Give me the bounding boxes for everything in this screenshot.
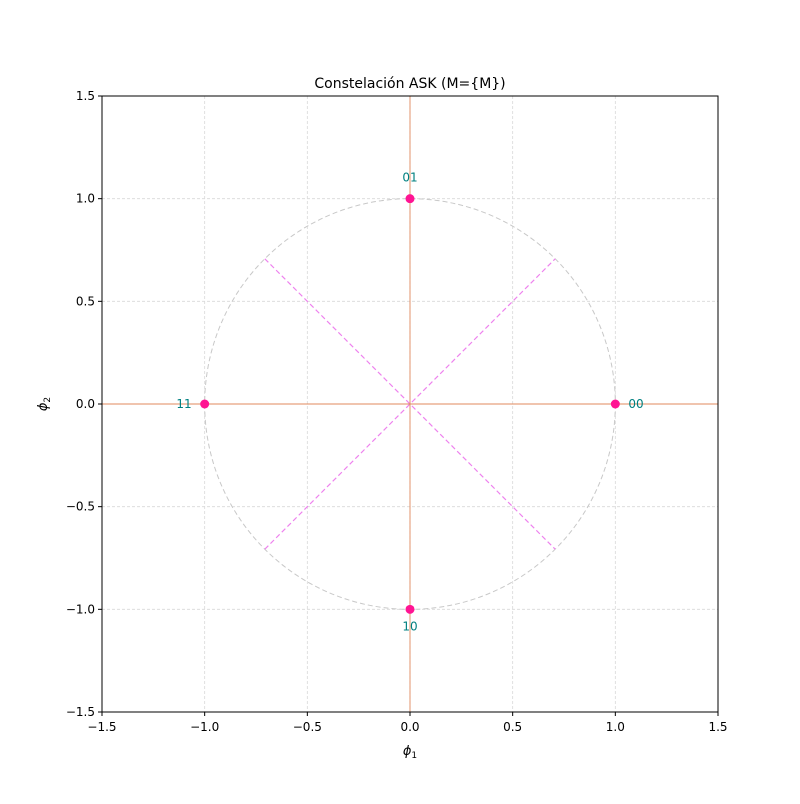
x-tick-label: −1.5 [87,720,116,734]
constellation-point [406,605,415,614]
constellation-point [406,194,415,203]
x-tick-label: 1.5 [708,720,727,734]
point-label: 10 [402,619,417,633]
constellation-point [611,400,620,409]
y-tick-label: −0.5 [66,500,95,514]
constellation-point [200,400,209,409]
y-tick-label: −1.5 [66,705,95,719]
chart-title: Constelación ASK (M={M}) [314,76,505,92]
point-label: 01 [402,171,417,185]
ticks: −1.5 −1.0 −0.5 0.0 0.5 1.0 1.5 −1.5 −1.0 −0.5 0.0 0… [66,89,728,734]
x-tick-label: −0.5 [293,720,322,734]
y-tick-label: 1.0 [76,192,95,206]
point-label: 11 [176,397,191,411]
x-tick-label: 0.5 [503,720,522,734]
y-tick-label: 0.5 [76,294,95,308]
y-axis-label: ϕ2 [36,397,53,411]
y-tick-label: 1.5 [76,89,95,103]
x-tick-label: −1.0 [190,720,219,734]
x-axis-label: ϕ1 [403,744,417,761]
point-label: 00 [628,397,643,411]
y-tick-label: 0.0 [76,397,95,411]
y-axis-subscript: 2 [43,397,53,403]
x-tick-label: 1.0 [606,720,625,734]
x-axis-subscript: 1 [411,751,417,761]
x-tick-label: 0.0 [400,720,419,734]
y-tick-label: −1.0 [66,602,95,616]
